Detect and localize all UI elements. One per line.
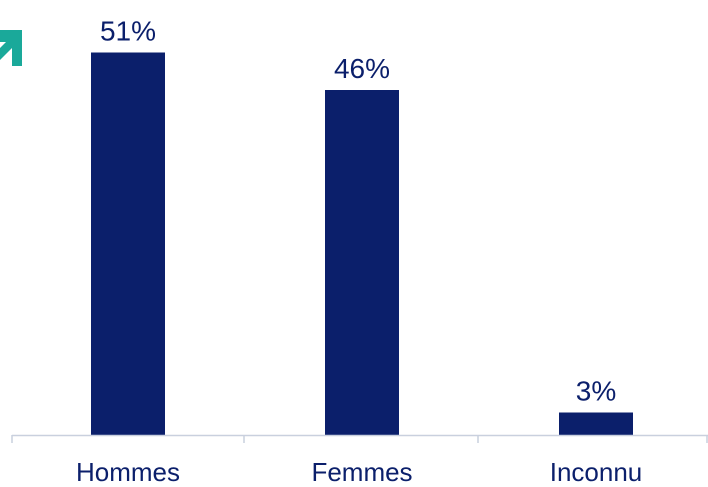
bar-inconnu: [559, 412, 633, 435]
x-axis-tick-labels: Hommes Femmes Inconnu: [76, 457, 642, 487]
x-tick-label-femmes: Femmes: [311, 457, 412, 487]
data-label-inconnu: 3%: [576, 376, 616, 407]
x-tick-label-hommes: Hommes: [76, 457, 180, 487]
bar-femmes: [325, 90, 399, 435]
arrow-up-right-icon: [0, 30, 22, 66]
data-label-femmes: 46%: [334, 53, 390, 84]
x-axis-ticks: [11, 435, 708, 443]
corner-icon-group: [0, 30, 22, 66]
data-labels: 51% 46% 3%: [100, 16, 616, 407]
data-label-hommes: 51%: [100, 16, 156, 47]
x-tick-label-inconnu: Inconnu: [550, 457, 643, 487]
bar-hommes: [91, 52, 165, 435]
bars: [91, 52, 633, 435]
